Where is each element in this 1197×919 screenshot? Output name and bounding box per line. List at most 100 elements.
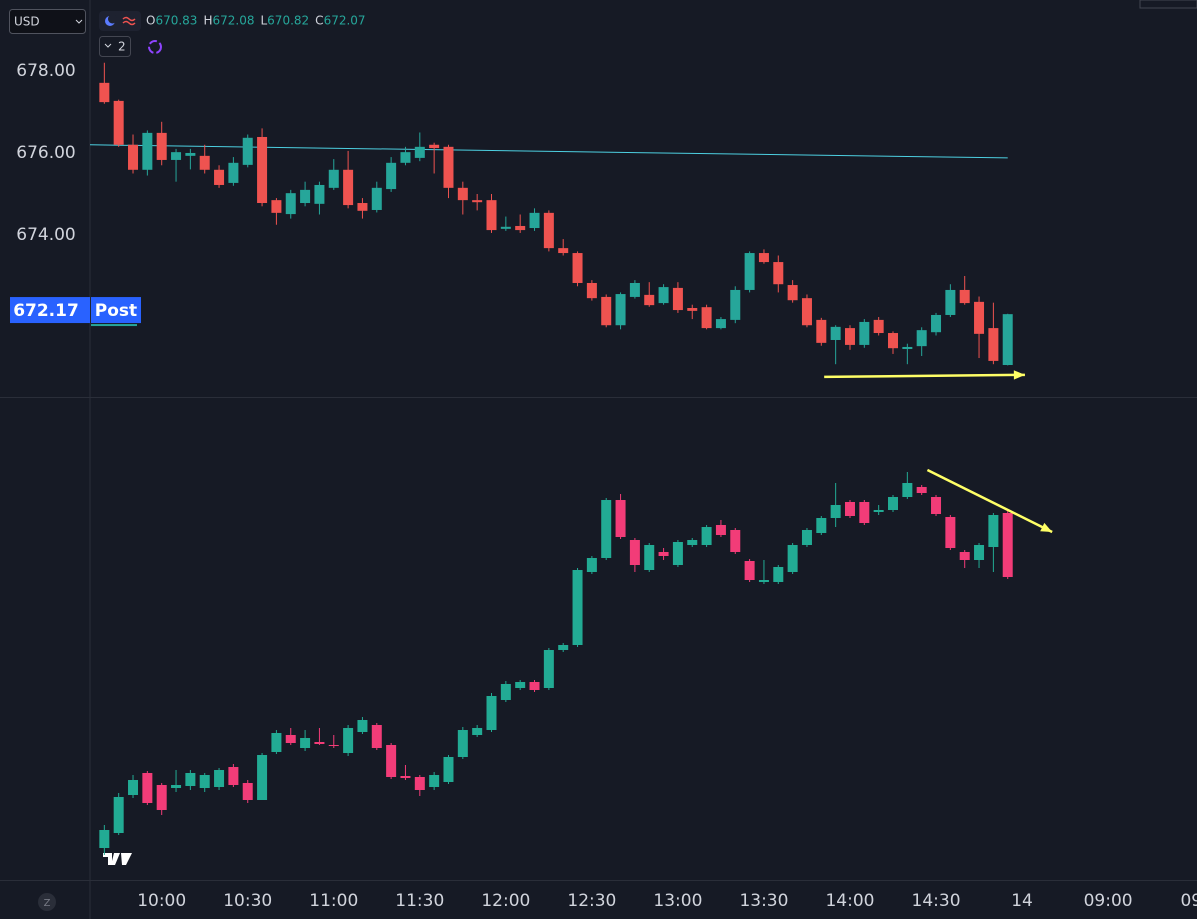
candle-body	[615, 294, 626, 326]
candle-body	[414, 777, 425, 790]
candle-body	[744, 253, 755, 290]
arrow-head	[1040, 522, 1053, 532]
candle-body	[974, 301, 985, 334]
candle-body	[816, 319, 827, 343]
candle-body	[343, 169, 354, 206]
candle-body	[601, 500, 612, 558]
candle-body	[156, 785, 167, 810]
candle-body	[701, 307, 712, 329]
candle-body	[257, 755, 268, 800]
sync-icon[interactable]	[148, 40, 162, 54]
candle-body	[615, 500, 626, 537]
candle-body	[285, 193, 296, 215]
candle-body	[687, 540, 698, 545]
candle-body	[242, 137, 253, 165]
candle-body	[214, 770, 225, 787]
candle-body	[644, 294, 655, 306]
candle-body	[429, 144, 440, 149]
candle-body	[400, 776, 411, 778]
candle-body	[558, 248, 569, 254]
candle-body	[687, 308, 698, 311]
time-scale-label: 10:00	[137, 891, 186, 911]
last-price-text: 672.17	[13, 301, 79, 321]
candle-body	[529, 212, 540, 229]
candle-body	[758, 580, 769, 582]
candle-body	[371, 187, 382, 210]
candle-body	[644, 545, 655, 570]
currency-select[interactable]	[9, 9, 86, 34]
indicator-count: 2	[118, 40, 126, 54]
candle-body	[988, 328, 999, 361]
candle-body	[586, 558, 597, 572]
candle-body	[601, 296, 612, 326]
candle-body	[744, 561, 755, 580]
candle-body	[916, 330, 927, 347]
wave-icon	[122, 16, 136, 26]
candle-body	[443, 146, 454, 188]
candle-body	[830, 326, 841, 340]
candle-body	[300, 189, 311, 204]
candle-body	[859, 502, 870, 523]
candle-body	[515, 225, 526, 231]
candle-body	[586, 282, 597, 299]
candle-body	[931, 497, 942, 514]
candle-body	[773, 262, 784, 285]
ohlc-value: 670.83	[155, 14, 197, 28]
candle-body	[558, 645, 569, 650]
time-scale-label: 13:30	[739, 891, 788, 911]
candle-body	[859, 321, 870, 345]
arrow-line	[824, 373, 1025, 379]
candle-body	[572, 570, 583, 645]
candle-body	[572, 253, 583, 283]
candle-body	[902, 483, 913, 497]
candle-body	[142, 132, 153, 170]
time-scale-label: 09:00	[1084, 891, 1133, 911]
candle-body	[343, 728, 354, 753]
candle-body	[672, 542, 683, 565]
candle-body	[715, 525, 726, 535]
candle-body	[658, 287, 669, 304]
candle-body	[816, 518, 827, 533]
ohlc-value: 672.07	[324, 14, 366, 28]
candle-body	[285, 735, 296, 743]
last-price-box	[10, 297, 90, 324]
candle-body	[472, 200, 483, 203]
ohlc-readout: O 670.83 H 672.08 L 670.82 C 672.07	[146, 14, 366, 28]
session-text: Post	[95, 301, 137, 321]
candle-body	[357, 720, 368, 732]
candle-body	[931, 314, 942, 333]
candle-body	[414, 146, 425, 158]
candle-body	[945, 289, 956, 315]
zoom-button[interactable]	[38, 893, 56, 911]
candle-body	[171, 152, 182, 160]
candle-body	[185, 773, 196, 786]
session-tag	[91, 297, 141, 324]
indicator-toggle[interactable]	[99, 36, 131, 57]
candle-body	[328, 745, 339, 746]
candle-body	[328, 169, 339, 188]
candle-body	[543, 650, 554, 688]
candle-body	[529, 682, 540, 690]
candle-body	[902, 346, 913, 350]
candle-body	[300, 738, 311, 748]
candle-body	[888, 333, 899, 349]
currency-text: USD	[14, 15, 40, 29]
ohlc-label: C	[315, 14, 323, 28]
price-scale-label: 676.00	[16, 143, 75, 163]
candle-body	[1002, 314, 1013, 366]
time-scale-label: 11:00	[309, 891, 358, 911]
session-underline	[91, 324, 137, 327]
logo	[103, 853, 132, 865]
chevron-icon	[104, 43, 112, 48]
candle-body	[400, 152, 411, 163]
candle-body	[959, 552, 970, 560]
arrow-head	[1013, 370, 1025, 380]
candle-body	[672, 287, 683, 311]
candle-body	[787, 545, 798, 572]
candle-body	[271, 200, 282, 213]
candle-body	[371, 725, 382, 748]
candle-body	[314, 184, 325, 204]
